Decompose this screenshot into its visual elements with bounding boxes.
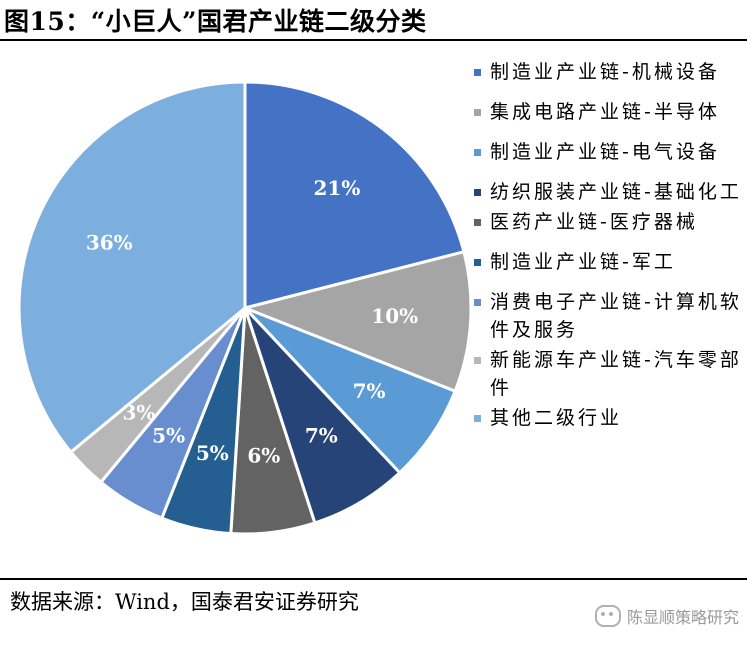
chart-title: 图15：“小巨人”国君产业链二级分类 bbox=[4, 7, 427, 36]
legend-swatch bbox=[474, 299, 481, 306]
pie-chart: 21%10%7%7%6%5%5%3%36% bbox=[17, 80, 470, 536]
legend-label: 新能源车产业链-汽车零部件 bbox=[490, 349, 742, 399]
pie-labels: 21%10%7%7%6%5%5%3%36% bbox=[86, 176, 418, 467]
legend-swatch bbox=[474, 109, 481, 116]
legend-label: 医药产业链-医疗器械 bbox=[490, 211, 698, 233]
pie-slice-1 bbox=[240, 249, 470, 394]
bottom-rule bbox=[0, 578, 747, 580]
legend-item-0: 制造业产业链-机械设备 bbox=[470, 58, 747, 86]
legend-label: 其他二级行业 bbox=[490, 407, 623, 429]
legend-item-4: 医药产业链-医疗器械 bbox=[470, 208, 747, 236]
legend-item-1: 集成电路产业链-半导体 bbox=[470, 98, 747, 126]
pie-label-5: 5% bbox=[196, 441, 229, 465]
source-note: 数据来源：Wind，国泰君安证券研究 bbox=[10, 590, 359, 614]
legend-item-6: 消费电子产业链-计算机软件及服务 bbox=[470, 288, 747, 344]
legend-swatch bbox=[474, 69, 481, 76]
wechat-icon bbox=[594, 605, 621, 627]
legend-label: 制造业产业链-机械设备 bbox=[490, 61, 720, 83]
legend: 制造业产业链-机械设备 集成电路产业链-半导体 制造业产业链-电气设备 纺织服装产业链… bbox=[470, 58, 747, 444]
legend-swatch bbox=[474, 149, 481, 156]
legend-item-7: 新能源车产业链-汽车零部件 bbox=[470, 346, 747, 402]
pie-label-8: 36% bbox=[86, 231, 133, 255]
legend-label: 纺织服装产业链-基础化工 bbox=[490, 181, 742, 203]
pie-label-1: 10% bbox=[371, 304, 418, 328]
legend-item-2: 制造业产业链-电气设备 bbox=[470, 138, 747, 166]
pie-label-3: 7% bbox=[305, 424, 338, 448]
pie-label-0: 21% bbox=[314, 176, 361, 200]
pie-label-4: 6% bbox=[247, 443, 280, 467]
pie-slices bbox=[17, 80, 470, 536]
legend-swatch bbox=[474, 219, 481, 226]
legend-label: 消费电子产业链-计算机软件及服务 bbox=[490, 291, 742, 341]
watermark: 陈显顺策略研究 bbox=[594, 604, 739, 628]
pie-label-2: 7% bbox=[353, 379, 386, 403]
legend-item-3: 纺织服装产业链-基础化工 bbox=[470, 178, 747, 206]
legend-label: 制造业产业链-电气设备 bbox=[490, 141, 720, 163]
legend-label: 集成电路产业链-半导体 bbox=[490, 101, 720, 123]
legend-label: 制造业产业链-军工 bbox=[490, 251, 676, 273]
legend-swatch bbox=[474, 415, 481, 422]
pie-label-7: 3% bbox=[122, 401, 155, 425]
watermark-text: 陈显顺策略研究 bbox=[626, 608, 739, 627]
legend-swatch bbox=[474, 189, 481, 196]
legend-item-8: 其他二级行业 bbox=[470, 404, 747, 432]
pie-label-6: 5% bbox=[152, 424, 185, 448]
legend-swatch bbox=[474, 357, 481, 364]
legend-item-5: 制造业产业链-军工 bbox=[470, 248, 747, 276]
legend-swatch bbox=[474, 259, 481, 266]
pie-slice-8 bbox=[17, 80, 247, 455]
pie-slice-0 bbox=[243, 80, 466, 310]
top-rule bbox=[0, 39, 747, 41]
